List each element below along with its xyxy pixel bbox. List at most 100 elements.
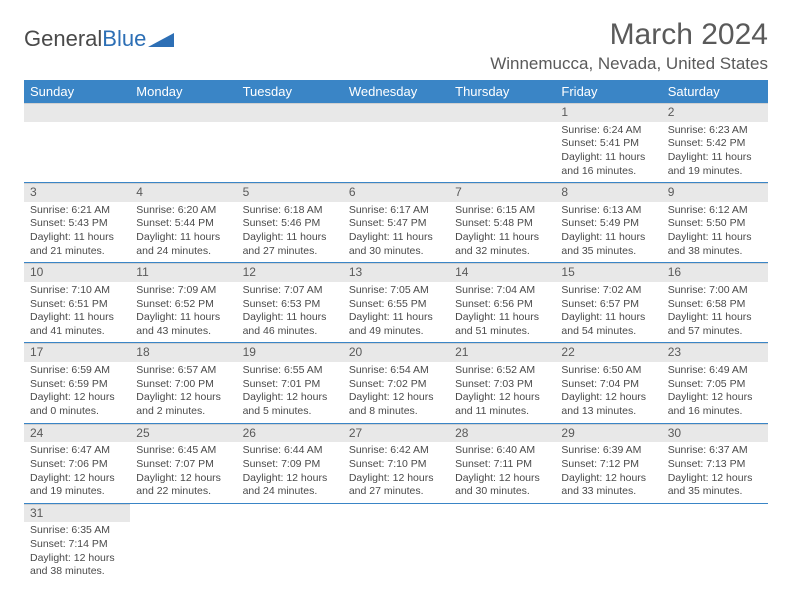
logo-word1: General [24,26,102,52]
sunrise-line: Sunrise: 6:52 AM [455,364,549,378]
calendar-cell: 21Sunrise: 6:52 AMSunset: 7:03 PMDayligh… [449,343,555,423]
day-body: Sunrise: 6:52 AMSunset: 7:03 PMDaylight:… [449,362,555,423]
day-number: 19 [237,343,343,362]
day-body: Sunrise: 6:12 AMSunset: 5:50 PMDaylight:… [662,202,768,263]
calendar-cell: 14Sunrise: 7:04 AMSunset: 6:56 PMDayligh… [449,263,555,343]
day-body: Sunrise: 6:24 AMSunset: 5:41 PMDaylight:… [555,122,661,183]
day-body: Sunrise: 6:39 AMSunset: 7:12 PMDaylight:… [555,442,661,503]
day-number: 16 [662,263,768,282]
day-body: Sunrise: 6:35 AMSunset: 7:14 PMDaylight:… [24,522,130,583]
sunset-line: Sunset: 6:52 PM [136,298,230,312]
weekday-header: Sunday [24,80,130,103]
sunrise-line: Sunrise: 6:15 AM [455,204,549,218]
sunset-line: Sunset: 7:13 PM [668,458,762,472]
day-number: 5 [237,183,343,202]
day-number: 12 [237,263,343,282]
sunrise-line: Sunrise: 6:20 AM [136,204,230,218]
calendar-cell: 6 Sunrise: 6:17 AMSunset: 5:47 PMDaylight… [343,183,449,263]
calendar-cell: 8Sunrise: 6:13 AMSunset: 5:49 PMDaylight… [555,183,661,263]
day-body: Sunrise: 7:10 AMSunset: 6:51 PMDaylight:… [24,282,130,343]
calendar-cell: 23Sunrise: 6:49 AMSunset: 7:05 PMDayligh… [662,343,768,423]
daylight-line: Daylight: 12 hours and 22 minutes. [136,472,230,499]
day-body: Sunrise: 7:09 AMSunset: 6:52 PMDaylight:… [130,282,236,343]
weekday-header: Friday [555,80,661,103]
sunset-line: Sunset: 7:11 PM [455,458,549,472]
day-number: 11 [130,263,236,282]
sunrise-line: Sunrise: 6:39 AM [561,444,655,458]
weekday-header: Saturday [662,80,768,103]
sunset-line: Sunset: 5:47 PM [349,217,443,231]
day-body: Sunrise: 7:04 AMSunset: 6:56 PMDaylight:… [449,282,555,343]
sunrise-line: Sunrise: 6:17 AM [349,204,443,218]
sunrise-line: Sunrise: 6:18 AM [243,204,337,218]
sunrise-line: Sunrise: 6:49 AM [668,364,762,378]
daylight-line: Daylight: 12 hours and 2 minutes. [136,391,230,418]
daylight-line: Daylight: 11 hours and 51 minutes. [455,311,549,338]
day-number: 22 [555,343,661,362]
day-body: Sunrise: 6:13 AMSunset: 5:49 PMDaylight:… [555,202,661,263]
sunrise-line: Sunrise: 7:07 AM [243,284,337,298]
calendar-cell: 22Sunrise: 6:50 AMSunset: 7:04 PMDayligh… [555,343,661,423]
daylight-line: Daylight: 11 hours and 30 minutes. [349,231,443,258]
day-number: 8 [555,183,661,202]
sunset-line: Sunset: 6:56 PM [455,298,549,312]
day-number: 6 [343,183,449,202]
weekday-header: Thursday [449,80,555,103]
sunset-line: Sunset: 7:04 PM [561,378,655,392]
calendar-cell: 2Sunrise: 6:23 AMSunset: 5:42 PMDaylight… [662,103,768,183]
daylight-line: Daylight: 12 hours and 8 minutes. [349,391,443,418]
sunrise-line: Sunrise: 7:04 AM [455,284,549,298]
logo: GeneralBlue [24,18,174,52]
daylight-line: Daylight: 11 hours and 54 minutes. [561,311,655,338]
day-body: Sunrise: 7:00 AMSunset: 6:58 PMDaylight:… [662,282,768,343]
day-number: 23 [662,343,768,362]
sunset-line: Sunset: 6:59 PM [30,378,124,392]
daylight-line: Daylight: 11 hours and 19 minutes. [668,151,762,178]
calendar-cell [662,503,768,583]
day-number: 31 [24,504,130,523]
day-body: Sunrise: 6:47 AMSunset: 7:06 PMDaylight:… [24,442,130,503]
calendar-cell: 27Sunrise: 6:42 AMSunset: 7:10 PMDayligh… [343,423,449,503]
sunset-line: Sunset: 5:46 PM [243,217,337,231]
sunset-line: Sunset: 6:51 PM [30,298,124,312]
sunset-line: Sunset: 5:42 PM [668,137,762,151]
day-number [343,103,449,122]
day-body: Sunrise: 6:54 AMSunset: 7:02 PMDaylight:… [343,362,449,423]
sunrise-line: Sunrise: 6:47 AM [30,444,124,458]
day-body: Sunrise: 6:57 AMSunset: 7:00 PMDaylight:… [130,362,236,423]
calendar-row: 17Sunrise: 6:59 AMSunset: 6:59 PMDayligh… [24,343,768,423]
calendar-cell [449,103,555,183]
sunset-line: Sunset: 5:44 PM [136,217,230,231]
calendar-table: Sunday Monday Tuesday Wednesday Thursday… [24,80,768,583]
day-number: 25 [130,424,236,443]
day-number: 7 [449,183,555,202]
sunrise-line: Sunrise: 6:21 AM [30,204,124,218]
day-number: 2 [662,103,768,122]
sunrise-line: Sunrise: 7:09 AM [136,284,230,298]
calendar-cell: 26Sunrise: 6:44 AMSunset: 7:09 PMDayligh… [237,423,343,503]
daylight-line: Daylight: 12 hours and 5 minutes. [243,391,337,418]
daylight-line: Daylight: 12 hours and 38 minutes. [30,552,124,579]
calendar-cell [343,103,449,183]
day-number: 18 [130,343,236,362]
header: GeneralBlue March 2024 Winnemucca, Nevad… [24,18,768,74]
day-number: 1 [555,103,661,122]
calendar-cell: 1Sunrise: 6:24 AMSunset: 5:41 PMDaylight… [555,103,661,183]
calendar-cell: 9Sunrise: 6:12 AMSunset: 5:50 PMDaylight… [662,183,768,263]
calendar-row: 10Sunrise: 7:10 AMSunset: 6:51 PMDayligh… [24,263,768,343]
calendar-cell [343,503,449,583]
calendar-cell: 20Sunrise: 6:54 AMSunset: 7:02 PMDayligh… [343,343,449,423]
sunset-line: Sunset: 7:12 PM [561,458,655,472]
daylight-line: Daylight: 12 hours and 11 minutes. [455,391,549,418]
daylight-line: Daylight: 11 hours and 35 minutes. [561,231,655,258]
sunrise-line: Sunrise: 6:45 AM [136,444,230,458]
location: Winnemucca, Nevada, United States [490,54,768,74]
calendar-cell [237,503,343,583]
day-body: Sunrise: 6:23 AMSunset: 5:42 PMDaylight:… [662,122,768,183]
calendar-row: 31Sunrise: 6:35 AMSunset: 7:14 PMDayligh… [24,503,768,583]
sunset-line: Sunset: 5:49 PM [561,217,655,231]
daylight-line: Daylight: 12 hours and 33 minutes. [561,472,655,499]
calendar-cell: 28Sunrise: 6:40 AMSunset: 7:11 PMDayligh… [449,423,555,503]
sunset-line: Sunset: 6:58 PM [668,298,762,312]
sunrise-line: Sunrise: 6:35 AM [30,524,124,538]
